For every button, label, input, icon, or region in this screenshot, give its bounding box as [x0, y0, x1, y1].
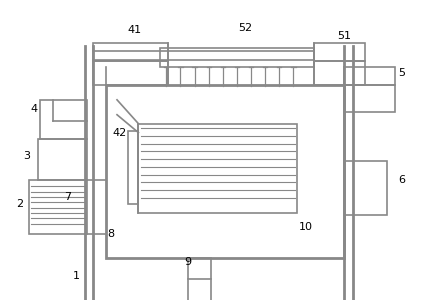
Text: 41: 41 [127, 25, 141, 35]
Text: 6: 6 [397, 175, 404, 185]
Bar [187, 258, 211, 279]
Text: 1: 1 [73, 271, 80, 281]
Bar [343, 85, 394, 112]
Text: 52: 52 [238, 23, 252, 33]
Text: 9: 9 [184, 257, 191, 267]
Text: 7: 7 [64, 192, 71, 202]
Bar [160, 48, 313, 67]
Text: 2: 2 [16, 199, 23, 209]
Bar [29, 180, 87, 234]
Bar [38, 138, 87, 180]
Bar [106, 85, 343, 258]
Bar [343, 161, 386, 215]
Bar [313, 61, 365, 85]
Text: 51: 51 [336, 31, 350, 41]
Bar [313, 43, 365, 61]
Text: 3: 3 [23, 151, 30, 161]
Bar [127, 131, 138, 204]
Text: 10: 10 [298, 222, 312, 231]
Bar [138, 124, 296, 213]
Bar [93, 43, 168, 61]
Text: 5: 5 [397, 68, 404, 78]
Bar [343, 67, 394, 85]
Text: 4: 4 [30, 104, 37, 114]
Text: 42: 42 [112, 128, 126, 138]
Bar [93, 61, 168, 85]
Bar [40, 100, 87, 138]
Text: 8: 8 [107, 229, 114, 239]
